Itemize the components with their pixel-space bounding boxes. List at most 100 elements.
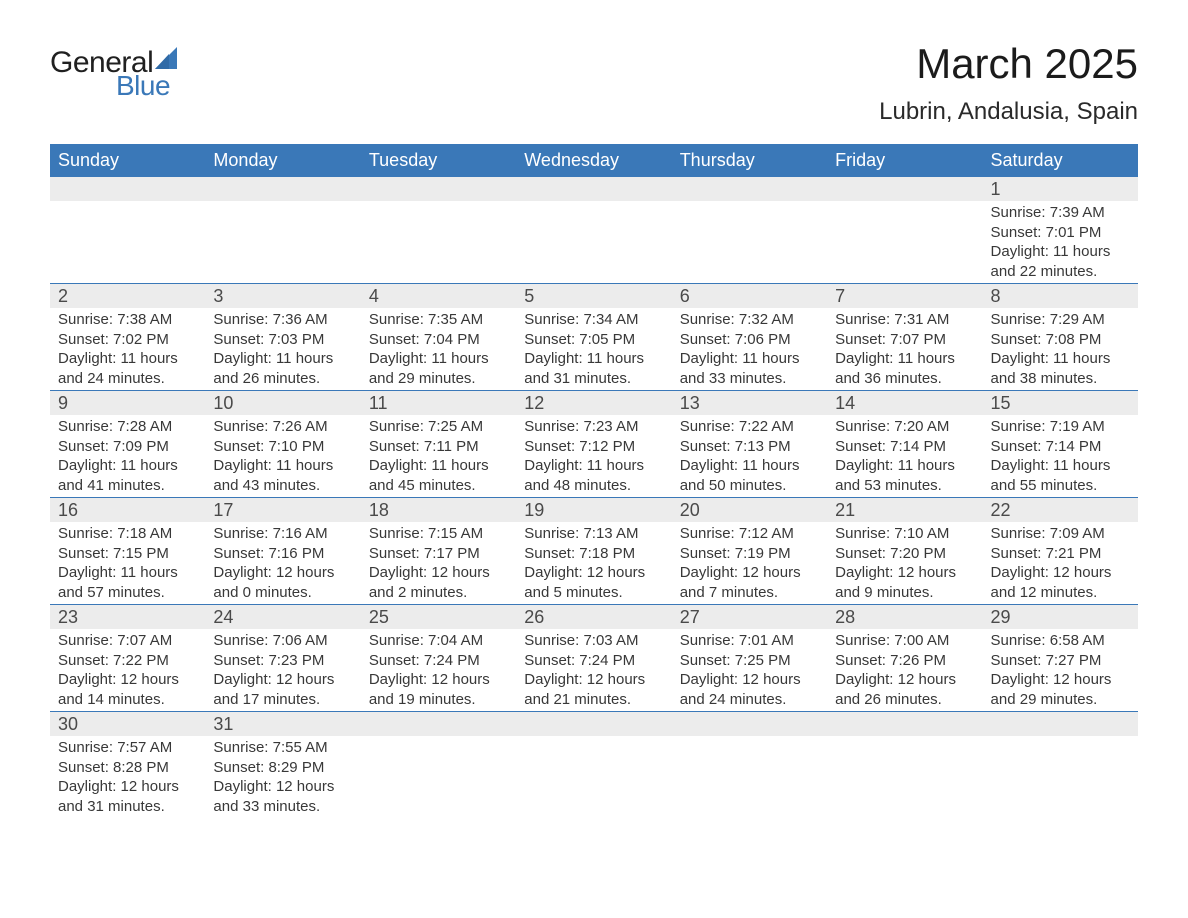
day-cell-body: Sunrise: 7:04 AMSunset: 7:24 PMDaylight:… — [361, 629, 516, 712]
day-sunrise: Sunrise: 7:36 AM — [213, 310, 352, 330]
day-cell-body: Sunrise: 7:23 AMSunset: 7:12 PMDaylight:… — [516, 415, 671, 498]
day-cell-header: 21 — [827, 498, 982, 523]
day-number: 29 — [983, 605, 1138, 629]
day-number — [361, 177, 516, 201]
day-sunrise: Sunrise: 7:35 AM — [369, 310, 508, 330]
day-details: Sunrise: 7:06 AMSunset: 7:23 PMDaylight:… — [205, 629, 360, 711]
day-details: Sunrise: 7:39 AMSunset: 7:01 PMDaylight:… — [983, 201, 1138, 283]
day-sunrise: Sunrise: 7:10 AM — [835, 524, 974, 544]
day-details: Sunrise: 7:15 AMSunset: 7:17 PMDaylight:… — [361, 522, 516, 604]
day-details: Sunrise: 6:58 AMSunset: 7:27 PMDaylight:… — [983, 629, 1138, 711]
day-cell-body — [672, 736, 827, 818]
day-details: Sunrise: 7:01 AMSunset: 7:25 PMDaylight:… — [672, 629, 827, 711]
day-cell-body — [983, 736, 1138, 818]
day-number: 18 — [361, 498, 516, 522]
day-number: 14 — [827, 391, 982, 415]
day-number: 9 — [50, 391, 205, 415]
day-cell-body: Sunrise: 7:12 AMSunset: 7:19 PMDaylight:… — [672, 522, 827, 605]
day-day2: and 26 minutes. — [835, 690, 974, 710]
day-cell-body: Sunrise: 7:10 AMSunset: 7:20 PMDaylight:… — [827, 522, 982, 605]
day-details: Sunrise: 7:38 AMSunset: 7:02 PMDaylight:… — [50, 308, 205, 390]
day-cell-body: Sunrise: 7:29 AMSunset: 7:08 PMDaylight:… — [983, 308, 1138, 391]
day-details — [827, 736, 982, 818]
day-cell-header: 9 — [50, 391, 205, 416]
day-sunset: Sunset: 7:20 PM — [835, 544, 974, 564]
day-day2: and 38 minutes. — [991, 369, 1130, 389]
day-details: Sunrise: 7:13 AMSunset: 7:18 PMDaylight:… — [516, 522, 671, 604]
day-day2: and 29 minutes. — [991, 690, 1130, 710]
day-day1: Daylight: 11 hours — [524, 456, 663, 476]
day-sunset: Sunset: 7:08 PM — [991, 330, 1130, 350]
day-cell-header: 1 — [983, 177, 1138, 201]
day-cell-header — [672, 712, 827, 737]
day-day1: Daylight: 11 hours — [835, 349, 974, 369]
day-cell-body: Sunrise: 7:28 AMSunset: 7:09 PMDaylight:… — [50, 415, 205, 498]
day-number — [205, 177, 360, 201]
day-sunset: Sunset: 7:07 PM — [835, 330, 974, 350]
day-cell-header: 20 — [672, 498, 827, 523]
logo-text-blue: Blue — [116, 70, 170, 102]
day-header: Tuesday — [361, 144, 516, 177]
day-details: Sunrise: 7:35 AMSunset: 7:04 PMDaylight:… — [361, 308, 516, 390]
day-details — [672, 736, 827, 818]
day-number: 8 — [983, 284, 1138, 308]
day-day1: Daylight: 12 hours — [835, 670, 974, 690]
day-day1: Daylight: 12 hours — [213, 777, 352, 797]
day-details — [50, 201, 205, 283]
day-cell-body: Sunrise: 7:32 AMSunset: 7:06 PMDaylight:… — [672, 308, 827, 391]
day-cell-header: 15 — [983, 391, 1138, 416]
day-sunrise: Sunrise: 7:25 AM — [369, 417, 508, 437]
day-day2: and 24 minutes. — [58, 369, 197, 389]
day-cell-body — [50, 201, 205, 284]
day-sunset: Sunset: 7:12 PM — [524, 437, 663, 457]
day-number: 7 — [827, 284, 982, 308]
day-cell-header: 6 — [672, 284, 827, 309]
day-sunset: Sunset: 7:19 PM — [680, 544, 819, 564]
day-details: Sunrise: 7:12 AMSunset: 7:19 PMDaylight:… — [672, 522, 827, 604]
day-day2: and 26 minutes. — [213, 369, 352, 389]
day-cell-body: Sunrise: 7:09 AMSunset: 7:21 PMDaylight:… — [983, 522, 1138, 605]
day-day1: Daylight: 11 hours — [524, 349, 663, 369]
day-cell-body: Sunrise: 7:25 AMSunset: 7:11 PMDaylight:… — [361, 415, 516, 498]
day-number: 23 — [50, 605, 205, 629]
day-number: 21 — [827, 498, 982, 522]
day-cell-body: Sunrise: 7:13 AMSunset: 7:18 PMDaylight:… — [516, 522, 671, 605]
day-details: Sunrise: 7:36 AMSunset: 7:03 PMDaylight:… — [205, 308, 360, 390]
day-day1: Daylight: 12 hours — [58, 670, 197, 690]
day-day2: and 45 minutes. — [369, 476, 508, 496]
day-cell-body: Sunrise: 7:20 AMSunset: 7:14 PMDaylight:… — [827, 415, 982, 498]
day-day1: Daylight: 12 hours — [991, 563, 1130, 583]
day-day2: and 14 minutes. — [58, 690, 197, 710]
day-day1: Daylight: 12 hours — [213, 563, 352, 583]
day-cell-header: 16 — [50, 498, 205, 523]
day-cell-body — [361, 201, 516, 284]
day-cell-body: Sunrise: 7:36 AMSunset: 7:03 PMDaylight:… — [205, 308, 360, 391]
day-cell-body — [827, 201, 982, 284]
day-cell-body: Sunrise: 7:00 AMSunset: 7:26 PMDaylight:… — [827, 629, 982, 712]
day-sunset: Sunset: 7:17 PM — [369, 544, 508, 564]
day-day2: and 17 minutes. — [213, 690, 352, 710]
day-details: Sunrise: 7:34 AMSunset: 7:05 PMDaylight:… — [516, 308, 671, 390]
day-details: Sunrise: 7:18 AMSunset: 7:15 PMDaylight:… — [50, 522, 205, 604]
day-cell-header: 29 — [983, 605, 1138, 630]
day-cell-header: 26 — [516, 605, 671, 630]
day-number — [827, 177, 982, 201]
day-cell-body: Sunrise: 7:07 AMSunset: 7:22 PMDaylight:… — [50, 629, 205, 712]
day-cell-body: Sunrise: 6:58 AMSunset: 7:27 PMDaylight:… — [983, 629, 1138, 712]
day-details — [827, 201, 982, 283]
day-sunset: Sunset: 7:05 PM — [524, 330, 663, 350]
day-cell-header — [516, 177, 671, 201]
day-sunrise: Sunrise: 6:58 AM — [991, 631, 1130, 651]
day-day1: Daylight: 11 hours — [58, 456, 197, 476]
day-sunrise: Sunrise: 7:39 AM — [991, 203, 1130, 223]
day-details — [516, 736, 671, 818]
day-cell-body: Sunrise: 7:18 AMSunset: 7:15 PMDaylight:… — [50, 522, 205, 605]
day-number: 3 — [205, 284, 360, 308]
day-details: Sunrise: 7:07 AMSunset: 7:22 PMDaylight:… — [50, 629, 205, 711]
day-details: Sunrise: 7:22 AMSunset: 7:13 PMDaylight:… — [672, 415, 827, 497]
day-cell-header: 27 — [672, 605, 827, 630]
day-day2: and 0 minutes. — [213, 583, 352, 603]
day-cell-body — [361, 736, 516, 818]
day-number — [983, 712, 1138, 736]
day-cell-header — [983, 712, 1138, 737]
